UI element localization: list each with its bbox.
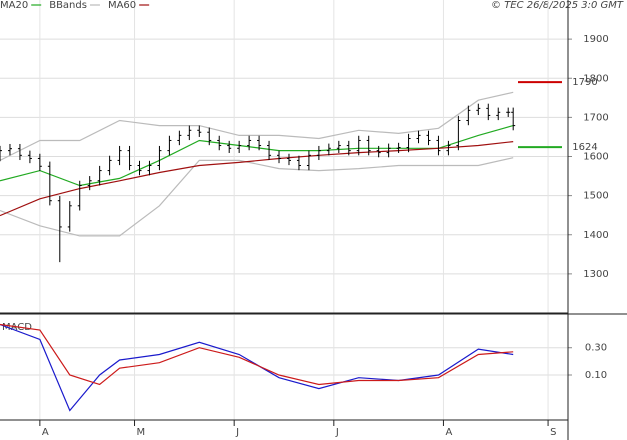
y-tick-label: 1300 [583,269,608,280]
x-tick-label: A [42,427,49,438]
y-tick-label: 1600 [583,152,608,163]
x-tick-label: M [137,427,146,438]
legend-label: MA60 [108,0,136,11]
y-tick-label: 1700 [583,112,608,123]
y-tick-label: 1400 [583,230,608,241]
x-tick-label: J [235,427,239,438]
legend-label: BBands [49,0,87,11]
y-tick-label: 1800 [583,73,608,84]
macd-line [0,323,514,386]
level-label: 1624 [572,142,597,153]
level-label: 1790 [572,77,597,88]
macd-title: MACD [2,322,32,333]
source-note: © TEC 26/8/2025 3:0 GMT [491,0,624,11]
x-tick-label: J [335,427,339,438]
macd-line [0,323,514,412]
legend-label: MA20 [0,0,28,11]
y-tick-label: 1900 [583,34,608,45]
y-tick-label: 0.30 [585,343,607,354]
line-1 [0,91,514,161]
x-tick-label: A [445,427,452,438]
y-tick-label: 0.10 [585,370,607,381]
y-tick-label: 1500 [583,191,608,202]
band-lower [0,157,514,237]
line-2 [0,141,514,217]
macd-panel [0,315,568,420]
x-tick-label: S [550,427,556,438]
